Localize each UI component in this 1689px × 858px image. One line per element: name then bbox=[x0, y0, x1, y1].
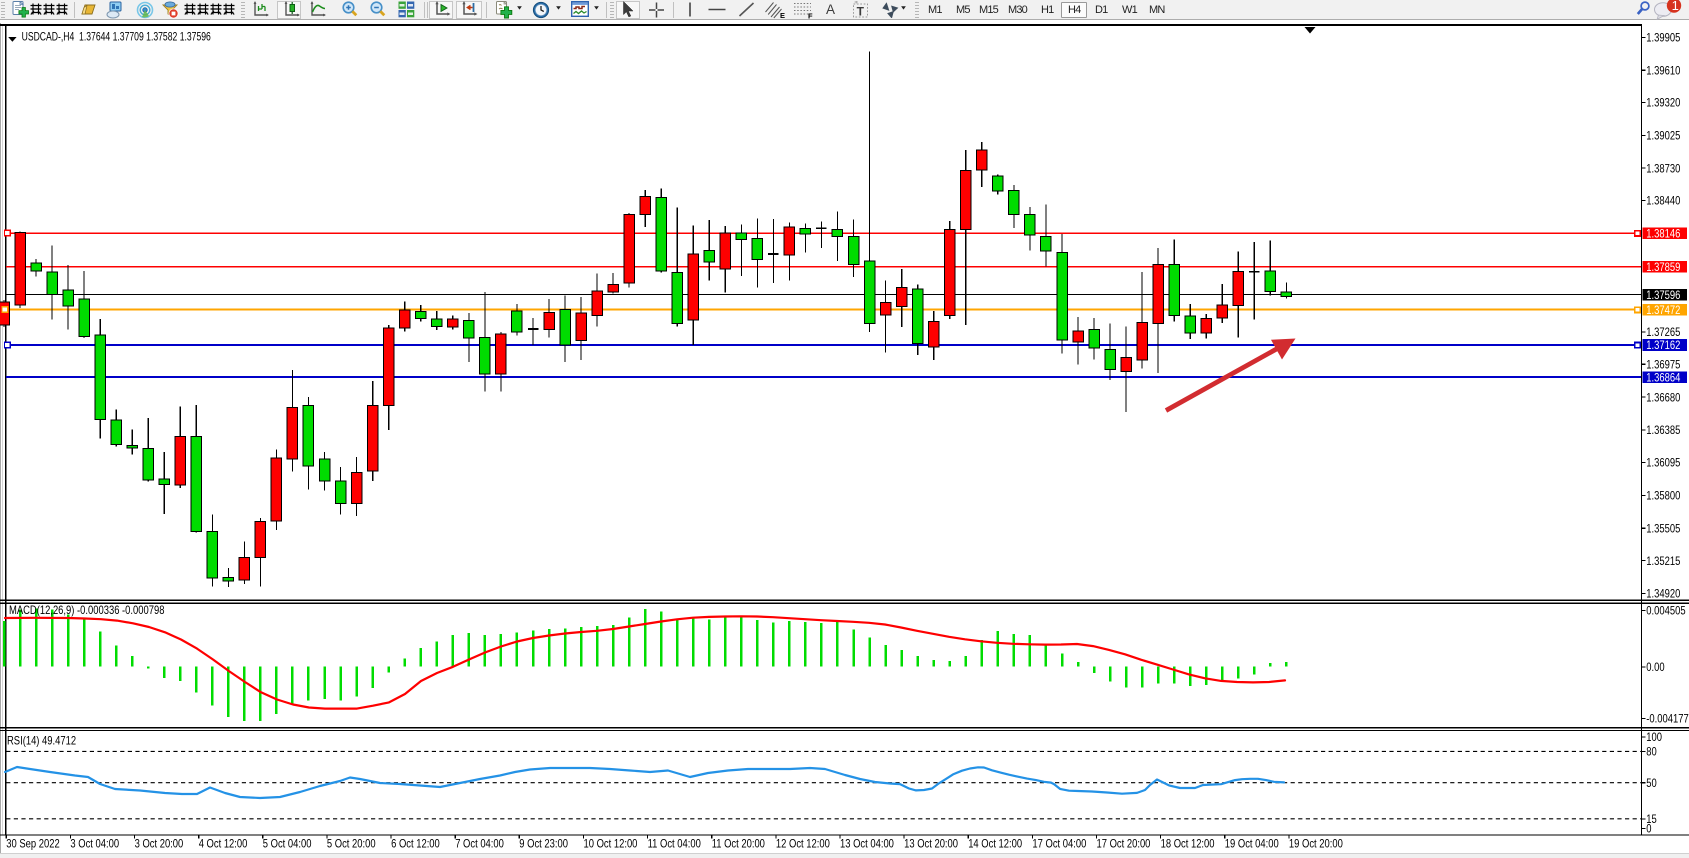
svg-text:1: 1 bbox=[1672, 0, 1679, 13]
svg-text:3 Oct 20:00: 3 Oct 20:00 bbox=[135, 837, 184, 850]
svg-text:30 Sep 2022: 30 Sep 2022 bbox=[6, 837, 60, 850]
svg-text:0: 0 bbox=[1646, 823, 1651, 836]
svg-text:1.39025: 1.39025 bbox=[1646, 130, 1680, 143]
svg-text:13 Oct 04:00: 13 Oct 04:00 bbox=[840, 837, 894, 850]
svg-text:11 Oct 20:00: 11 Oct 20:00 bbox=[712, 837, 765, 850]
svg-text:6 Oct 12:00: 6 Oct 12:00 bbox=[391, 837, 440, 850]
svg-text:50: 50 bbox=[1646, 777, 1657, 790]
svg-text:-0.004177: -0.004177 bbox=[1646, 713, 1689, 726]
svg-text:T: T bbox=[857, 5, 865, 19]
svg-text:15: 15 bbox=[1646, 813, 1657, 826]
svg-text:7 Oct 04:00: 7 Oct 04:00 bbox=[455, 837, 504, 850]
svg-text:1.39610: 1.39610 bbox=[1646, 65, 1680, 78]
svg-text:10 Oct 12:00: 10 Oct 12:00 bbox=[584, 837, 638, 850]
svg-text:19 Oct 20:00: 19 Oct 20:00 bbox=[1289, 837, 1343, 850]
svg-text:0.004505: 0.004505 bbox=[1646, 605, 1685, 618]
svg-text:17 Oct 04:00: 17 Oct 04:00 bbox=[1032, 837, 1086, 850]
svg-text:1.36975: 1.36975 bbox=[1646, 359, 1680, 372]
svg-text:5 Oct 20:00: 5 Oct 20:00 bbox=[327, 837, 376, 850]
svg-text:MACD(12,26,9) -0.000336 -0.000: MACD(12,26,9) -0.000336 -0.000798 bbox=[9, 604, 165, 617]
svg-text:1.37596: 1.37596 bbox=[1646, 289, 1680, 302]
svg-text:1.37162: 1.37162 bbox=[1646, 339, 1680, 352]
svg-text:1.35800: 1.35800 bbox=[1646, 490, 1680, 503]
svg-text:1.36864: 1.36864 bbox=[1646, 372, 1680, 385]
svg-text:100: 100 bbox=[1646, 731, 1662, 744]
svg-text:F: F bbox=[808, 12, 813, 20]
svg-text:1.37472: 1.37472 bbox=[1646, 304, 1680, 317]
svg-text:1.36095: 1.36095 bbox=[1646, 457, 1680, 470]
svg-text:3 Oct 04:00: 3 Oct 04:00 bbox=[70, 837, 119, 850]
svg-text:5 Oct 04:00: 5 Oct 04:00 bbox=[263, 837, 312, 850]
svg-text:1.36385: 1.36385 bbox=[1646, 424, 1680, 437]
svg-text:1.39905: 1.39905 bbox=[1646, 32, 1680, 45]
svg-text:13 Oct 20:00: 13 Oct 20:00 bbox=[904, 837, 958, 850]
svg-text:1.39320: 1.39320 bbox=[1646, 97, 1680, 110]
svg-text:1.35215: 1.35215 bbox=[1646, 555, 1680, 568]
svg-text:1.37859: 1.37859 bbox=[1646, 261, 1680, 274]
svg-text:1.35505: 1.35505 bbox=[1646, 523, 1680, 536]
svg-text:RSI(14) 49.4712: RSI(14) 49.4712 bbox=[7, 735, 76, 748]
svg-text:9 Oct 23:00: 9 Oct 23:00 bbox=[519, 837, 568, 850]
svg-text:USDCAD-,H4 1.37644 1.37709 1.: USDCAD-,H4 1.37644 1.37709 1.37582 1.375… bbox=[22, 31, 212, 43]
svg-text:14 Oct 12:00: 14 Oct 12:00 bbox=[968, 837, 1022, 850]
svg-text:1.38146: 1.38146 bbox=[1646, 227, 1680, 240]
svg-text:80: 80 bbox=[1646, 746, 1657, 759]
svg-text:1.34920: 1.34920 bbox=[1646, 588, 1680, 601]
svg-text:12 Oct 12:00: 12 Oct 12:00 bbox=[776, 837, 830, 850]
svg-text:4 Oct 12:00: 4 Oct 12:00 bbox=[199, 837, 248, 850]
svg-text:0.00: 0.00 bbox=[1646, 661, 1664, 674]
svg-text:11 Oct 04:00: 11 Oct 04:00 bbox=[648, 837, 701, 850]
svg-text:1.36680: 1.36680 bbox=[1646, 391, 1680, 404]
svg-text:1.38730: 1.38730 bbox=[1646, 162, 1680, 175]
svg-text:1.37265: 1.37265 bbox=[1646, 326, 1680, 339]
svg-text:E: E bbox=[780, 11, 785, 19]
svg-text:1.38440: 1.38440 bbox=[1646, 195, 1680, 208]
svg-text:18 Oct 12:00: 18 Oct 12:00 bbox=[1161, 837, 1215, 850]
svg-text:19 Oct 04:00: 19 Oct 04:00 bbox=[1225, 837, 1279, 850]
svg-text:17 Oct 20:00: 17 Oct 20:00 bbox=[1097, 837, 1151, 850]
